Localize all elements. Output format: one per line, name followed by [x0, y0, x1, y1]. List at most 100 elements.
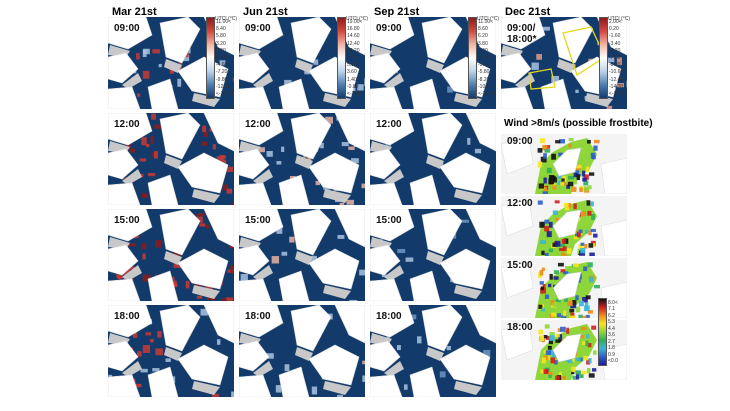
legend-tick: 0.60 — [216, 47, 226, 54]
utci-cell — [209, 128, 214, 132]
wind-cell — [544, 225, 550, 232]
utci-cell — [155, 240, 162, 248]
utci-cell — [361, 183, 365, 189]
utci-cell — [200, 308, 208, 316]
wind-cell — [549, 273, 553, 280]
utci-cell — [142, 70, 150, 79]
building-shadow — [295, 155, 313, 169]
wind-time-label: 09:00 — [507, 136, 533, 147]
wind-cell — [545, 145, 551, 149]
wind-cell — [554, 240, 561, 247]
wind-cell — [561, 178, 565, 182]
building — [370, 340, 401, 372]
building — [177, 344, 229, 386]
wind-cell — [549, 331, 555, 338]
legend-tick: -2.00 — [216, 55, 228, 61]
utci-cell — [154, 151, 158, 159]
utci-cell — [474, 148, 482, 154]
wind-cell — [567, 181, 574, 187]
wind-cell — [540, 286, 544, 291]
building — [108, 209, 153, 242]
legend-tick: -3.40 — [609, 40, 621, 47]
wind-cell — [584, 243, 588, 249]
wind-cell — [582, 177, 587, 182]
map-svg — [108, 209, 234, 301]
building — [239, 17, 284, 50]
utci-cell — [348, 146, 355, 150]
utci-cell — [173, 263, 182, 268]
wind-cell — [588, 358, 592, 364]
wind-cell — [559, 139, 565, 144]
building — [501, 17, 546, 50]
building — [570, 56, 622, 98]
wind-cell — [538, 183, 545, 189]
wind-cell — [540, 156, 547, 163]
wind-cell — [563, 271, 569, 275]
column-title-dec: Dec 21st — [505, 6, 551, 18]
building-shadow — [253, 169, 273, 185]
wind-cell — [542, 144, 548, 151]
wind-cell — [538, 304, 543, 310]
wind-cell — [584, 285, 588, 289]
wind-cell — [569, 309, 575, 313]
building — [278, 366, 310, 397]
wind-cell — [543, 187, 547, 192]
wind-cell — [575, 225, 581, 229]
wind-cell — [561, 315, 567, 318]
utci-cell — [341, 142, 349, 147]
wind-cell — [562, 375, 566, 380]
legend-tick: -8.20 — [478, 76, 490, 83]
utci-map-panel: 15:00 — [239, 209, 365, 301]
utci-cell — [606, 105, 613, 109]
utci-cell — [133, 383, 142, 388]
wind-cell — [539, 281, 544, 285]
utci-cell — [396, 345, 401, 350]
utci-cell — [202, 125, 207, 132]
wind-cell — [562, 246, 567, 251]
wind-cell — [552, 302, 558, 307]
building — [370, 17, 415, 50]
wind-map-panel: 09:00 — [501, 134, 627, 194]
utci-cell — [219, 60, 226, 66]
utci-cell — [359, 269, 365, 276]
legend-tick: -7.20 — [216, 69, 228, 76]
utci-cell — [339, 202, 345, 205]
utci-cell — [226, 188, 233, 194]
building — [147, 174, 179, 205]
building — [239, 52, 270, 84]
wind-cell — [543, 355, 549, 361]
utci-map-panel: 15:00 — [108, 209, 234, 301]
utci-cell — [346, 199, 355, 205]
legend-tick: 8.0< — [608, 300, 618, 306]
wind-cell — [571, 370, 575, 375]
building — [278, 174, 310, 205]
wind-cell — [572, 300, 577, 306]
wind-cell — [546, 167, 552, 174]
building — [108, 340, 139, 372]
utci-cell — [165, 358, 171, 362]
wind-cell — [548, 248, 554, 253]
building — [239, 305, 284, 338]
wind-cell — [548, 339, 554, 345]
time-label: 15:00 — [245, 215, 271, 226]
utci-cell — [397, 248, 406, 253]
wind-cell — [594, 284, 600, 289]
wind-cell — [576, 164, 582, 169]
wind-cell — [560, 186, 567, 191]
wind-cell — [589, 252, 595, 256]
wind-cell — [552, 352, 557, 359]
wind-cell — [555, 298, 561, 303]
utci-cell — [196, 295, 202, 299]
wind-cell — [540, 308, 545, 312]
map-svg — [370, 113, 496, 205]
building — [159, 305, 201, 352]
wind-cell — [546, 315, 550, 318]
wind-cell — [558, 334, 563, 340]
wind-cell — [580, 326, 587, 330]
utci-cell — [439, 371, 446, 378]
building-shadow — [426, 347, 444, 361]
building — [465, 209, 496, 248]
legend-tick: 2.7 — [608, 338, 615, 345]
time-label: 12:00 — [376, 119, 402, 130]
legend-tick: -3.40 — [478, 62, 490, 69]
